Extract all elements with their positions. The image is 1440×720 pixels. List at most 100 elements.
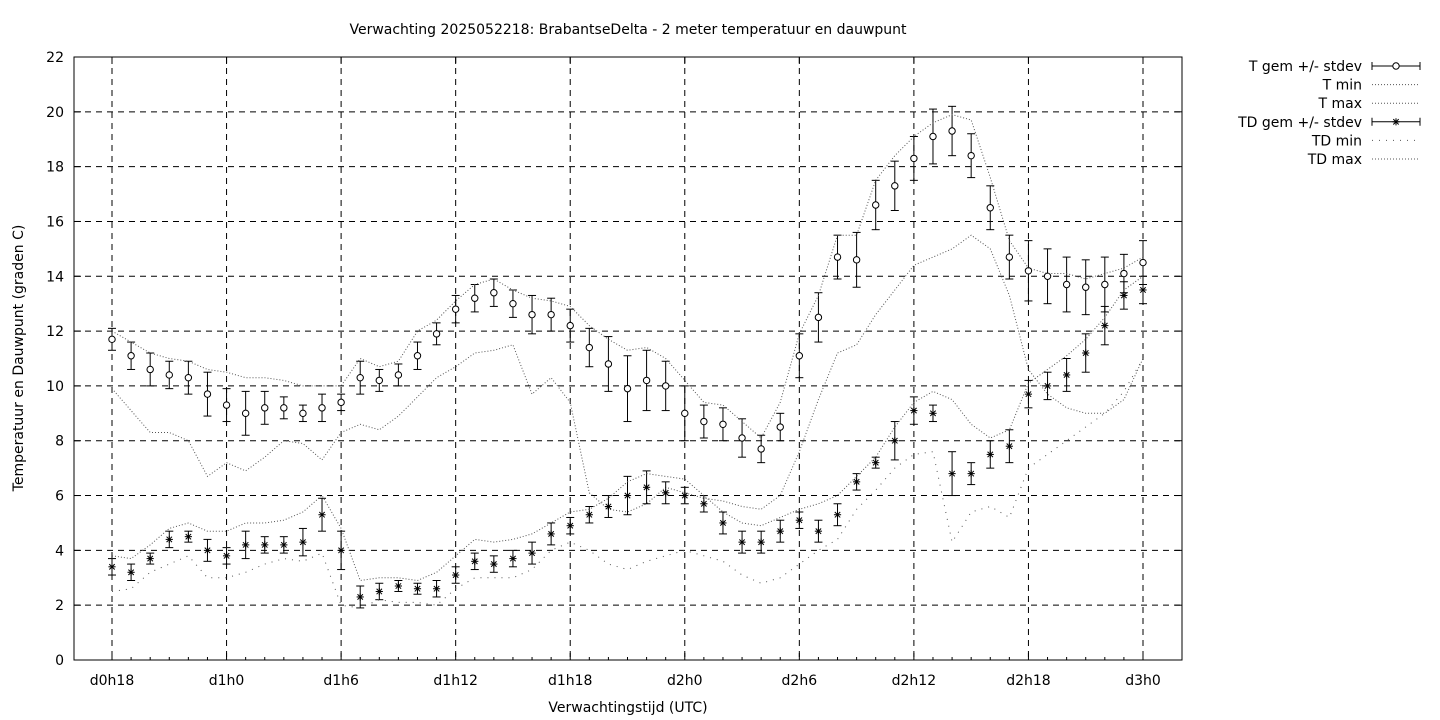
series-layer (108, 105, 1147, 609)
star-stroke (299, 539, 306, 546)
star-stroke (1006, 443, 1013, 450)
data-point (241, 409, 250, 418)
star-stroke (853, 478, 860, 485)
data-point (127, 568, 135, 576)
data-point (681, 409, 689, 418)
data-point (375, 587, 383, 596)
data-point (432, 330, 441, 338)
star-stroke (719, 519, 727, 527)
x-tick-label: d1h12 (433, 673, 477, 689)
data-point (795, 516, 803, 524)
data-point (451, 305, 460, 313)
data-point (872, 459, 880, 467)
star-stroke (834, 511, 841, 518)
data-point (356, 593, 364, 601)
star-stroke (1392, 118, 1400, 125)
data-point (642, 483, 651, 491)
data-point (1062, 280, 1071, 289)
data-point (661, 382, 670, 390)
series-5 (111, 275, 1144, 582)
y-tick-label: 4 (55, 543, 64, 559)
star-stroke (242, 541, 249, 548)
data-point (413, 352, 422, 360)
star-stroke (471, 558, 478, 565)
data-point (757, 445, 765, 453)
star-stroke (185, 533, 192, 540)
axes: 0 2 4 6 8 10 12 14 16 18 20 22 d0h18 d1h0 d1h6 d1h12 d1h… (46, 50, 1182, 689)
star-stroke (414, 585, 421, 592)
data-point (585, 511, 593, 519)
star-stroke (949, 470, 956, 477)
y-tick-label: 12 (46, 324, 64, 340)
star-stroke (567, 522, 574, 529)
series-2 (111, 114, 1144, 439)
data-point (222, 552, 231, 560)
x-tick-label: d0h18 (90, 673, 134, 689)
star-stroke (777, 528, 784, 535)
data-point (700, 500, 708, 508)
series-0 (108, 105, 1147, 464)
data-point (318, 404, 326, 412)
star-stroke (376, 588, 383, 595)
x-tick-label: d2h0 (667, 673, 703, 689)
data-point (738, 538, 746, 546)
series-line (111, 234, 1144, 513)
data-point (1120, 291, 1128, 300)
star-stroke (1139, 286, 1147, 294)
star-stroke (910, 407, 917, 414)
data-point (146, 365, 154, 374)
star-stroke (548, 530, 555, 537)
star-stroke (1044, 382, 1051, 389)
star-stroke (1025, 391, 1032, 398)
data-point (948, 127, 956, 135)
star-stroke (338, 547, 345, 554)
legend-label: T max (1317, 96, 1362, 112)
data-point (910, 406, 918, 415)
legend-label: T min (1322, 78, 1362, 94)
data-point (318, 511, 326, 519)
data-point (203, 390, 212, 398)
data-point (891, 182, 899, 190)
star-stroke (605, 503, 612, 510)
star-stroke (452, 571, 459, 579)
star-stroke (891, 437, 898, 444)
data-point (547, 530, 555, 538)
data-point (719, 519, 727, 527)
star-stroke (204, 547, 211, 554)
star-stroke (681, 492, 688, 499)
data-point (337, 398, 345, 407)
data-point (471, 557, 479, 565)
data-point (1024, 267, 1033, 275)
data-point (604, 502, 613, 511)
data-point (910, 154, 918, 163)
data-point (872, 201, 880, 209)
data-point (833, 511, 842, 519)
x-tick-label: d3h0 (1125, 673, 1161, 689)
star-stroke (261, 541, 268, 548)
y-tick-label: 6 (55, 489, 64, 505)
data-point (967, 470, 975, 478)
data-point (356, 373, 364, 382)
data-point (986, 204, 994, 212)
data-point (280, 404, 288, 412)
legend-item-5: TD max (1307, 152, 1420, 168)
star-stroke (968, 470, 975, 477)
star-stroke (128, 569, 135, 576)
star-stroke (395, 582, 402, 590)
star-stroke (1082, 349, 1089, 357)
data-point (853, 478, 861, 486)
star-stroke (509, 555, 516, 562)
series-line (111, 275, 1144, 582)
star-stroke (662, 489, 669, 496)
data-point (1043, 272, 1052, 280)
data-point (967, 151, 975, 160)
y-tick-label: 0 (55, 653, 64, 669)
data-point (299, 538, 307, 546)
legend-label: T gem +/- stdev (1248, 59, 1362, 75)
data-point (776, 423, 784, 431)
data-point (757, 538, 765, 546)
data-point (165, 535, 173, 543)
star-stroke (872, 459, 879, 466)
x-tick-label: d2h6 (782, 673, 818, 689)
data-point (929, 132, 937, 141)
